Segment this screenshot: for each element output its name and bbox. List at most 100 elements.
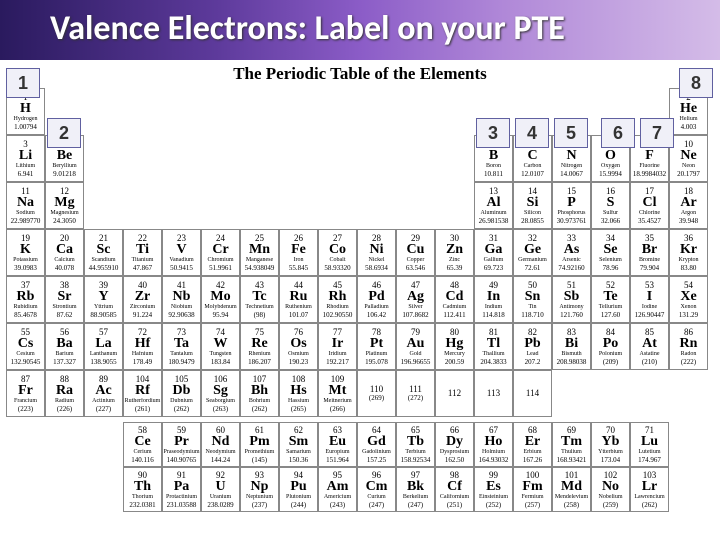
element-symbol: Pt: [358, 337, 395, 351]
atomic-mass: 39.948: [670, 217, 707, 225]
element-symbol: Sb: [553, 290, 590, 304]
element-name: Neon: [670, 163, 707, 170]
element-Po: 84PoPolonium(209): [591, 323, 630, 370]
element-Ce: 58CeCerium140.116: [123, 422, 162, 467]
element-symbol: Br: [631, 243, 668, 257]
element-name: Mercury: [436, 351, 473, 358]
element-Mt: 109MtMeitnerium(266): [318, 370, 357, 417]
atomic-mass: 157.25: [358, 456, 395, 464]
atomic-mass: 131.29: [670, 311, 707, 319]
element-Se: 34SeSelenium78.96: [591, 229, 630, 276]
atomic-mass: (243): [319, 501, 356, 509]
element-Lu: 71LuLutetium174.967: [630, 422, 669, 467]
element-symbol: Hs: [280, 384, 317, 398]
element-name: Platinum: [358, 351, 395, 358]
element-name: Chromium: [202, 257, 239, 264]
element-Eu: 63EuEuropium151.964: [318, 422, 357, 467]
atomic-mass: (265): [280, 405, 317, 413]
element-name: Radon: [670, 351, 707, 358]
atomic-mass: 140.90765: [163, 456, 200, 464]
element-name: Oxygen: [592, 163, 629, 170]
slide-header: Valence Electrons: Label on your PTE: [0, 0, 720, 60]
element-Pb: 82PbLead207.2: [513, 323, 552, 370]
atomic-mass: 87.62: [46, 311, 83, 319]
atomic-mass: 55.845: [280, 264, 317, 272]
element-Ir: 77IrIridium192.217: [318, 323, 357, 370]
element-symbol: Ac: [85, 384, 122, 398]
atomic-mass: 195.078: [358, 358, 395, 366]
atomic-mass: (145): [241, 456, 278, 464]
element-symbol: N: [553, 149, 590, 163]
element-symbol: Cm: [358, 480, 395, 494]
atomic-mass: 126.90447: [631, 311, 668, 319]
element-symbol: Nb: [163, 290, 200, 304]
element-symbol: Ho: [475, 435, 512, 449]
element-symbol: Es: [475, 480, 512, 494]
element-symbol: Rh: [319, 290, 356, 304]
atomic-mass: 137.327: [46, 358, 83, 366]
element-Ag: 47AgSilver107.8682: [396, 276, 435, 323]
atomic-mass: 190.23: [280, 358, 317, 366]
atomic-number: 112: [436, 389, 473, 398]
element-symbol: Mn: [241, 243, 278, 257]
element-symbol: Tm: [553, 435, 590, 449]
element-Nb: 41NbNiobium92.90638: [162, 276, 201, 323]
element-symbol: Er: [514, 435, 551, 449]
atomic-mass: 158.92534: [397, 456, 434, 464]
element-Hf: 72HfHafnium178.49: [123, 323, 162, 370]
element-symbol: Sc: [85, 243, 122, 257]
atomic-mass: 95.94: [202, 311, 239, 319]
element-Fe: 26FeIron55.845: [279, 229, 318, 276]
element-Br: 35BrBromine79.904: [630, 229, 669, 276]
element-symbol: C: [514, 149, 551, 163]
element-name: Tantalum: [163, 351, 200, 358]
atomic-mass: 112.411: [436, 311, 473, 319]
atomic-mass: 15.9994: [592, 170, 629, 178]
element-name: Lawrencium: [631, 494, 668, 501]
element-symbol: Ti: [124, 243, 161, 257]
element-symbol: Ta: [163, 337, 200, 351]
element-symbol: Se: [592, 243, 629, 257]
element-name: Lithium: [7, 163, 44, 170]
atomic-mass: (209): [592, 358, 629, 366]
element-Fr: 87FrFrancium(223): [6, 370, 45, 417]
element-name: Zirconium: [124, 304, 161, 311]
element-symbol: In: [475, 290, 512, 304]
element-symbol: Ar: [670, 196, 707, 210]
atomic-number: 111: [397, 385, 434, 394]
element-name: Iridium: [319, 351, 356, 358]
element-Cf: 98CfCalifornium(251): [435, 467, 474, 512]
element-symbol: Sr: [46, 290, 83, 304]
element-symbol: Re: [241, 337, 278, 351]
element-symbol: No: [592, 480, 629, 494]
element-symbol: Ce: [124, 435, 161, 449]
valence-label-8: 8: [679, 68, 713, 98]
element-symbol: Ne: [670, 149, 707, 163]
element-symbol: Pb: [514, 337, 551, 351]
element-name: Astatine: [631, 351, 668, 358]
element-Db: 105DbDubnium(262): [162, 370, 201, 417]
element-Pm: 61PmPromethium(145): [240, 422, 279, 467]
valence-label-5: 5: [554, 118, 588, 148]
element-symbol: Ni: [358, 243, 395, 257]
element-name: Molybdenum: [202, 304, 239, 311]
atomic-mass: (98): [241, 311, 278, 319]
element-symbol: Mg: [46, 196, 83, 210]
atomic-mass: 65.39: [436, 264, 473, 272]
element-symbol: Lu: [631, 435, 668, 449]
element-name: Ruthenium: [280, 304, 317, 311]
element-name: Lead: [514, 351, 551, 358]
element-symbol: Sn: [514, 290, 551, 304]
element-symbol: Rn: [670, 337, 707, 351]
element-name: Fluorine: [631, 163, 668, 170]
atomic-mass: 106.42: [358, 311, 395, 319]
element-Ru: 44RuRuthenium101.07: [279, 276, 318, 323]
element-Ge: 32GeGermanium72.61: [513, 229, 552, 276]
element-symbol: Pr: [163, 435, 200, 449]
element-symbol: Li: [7, 149, 44, 163]
atomic-mass: 101.07: [280, 311, 317, 319]
element-Ni: 28NiNickel58.6934: [357, 229, 396, 276]
element-Gd: 64GdGadolinium157.25: [357, 422, 396, 467]
element-Cu: 29CuCopper63.546: [396, 229, 435, 276]
element-symbol: Gd: [358, 435, 395, 449]
